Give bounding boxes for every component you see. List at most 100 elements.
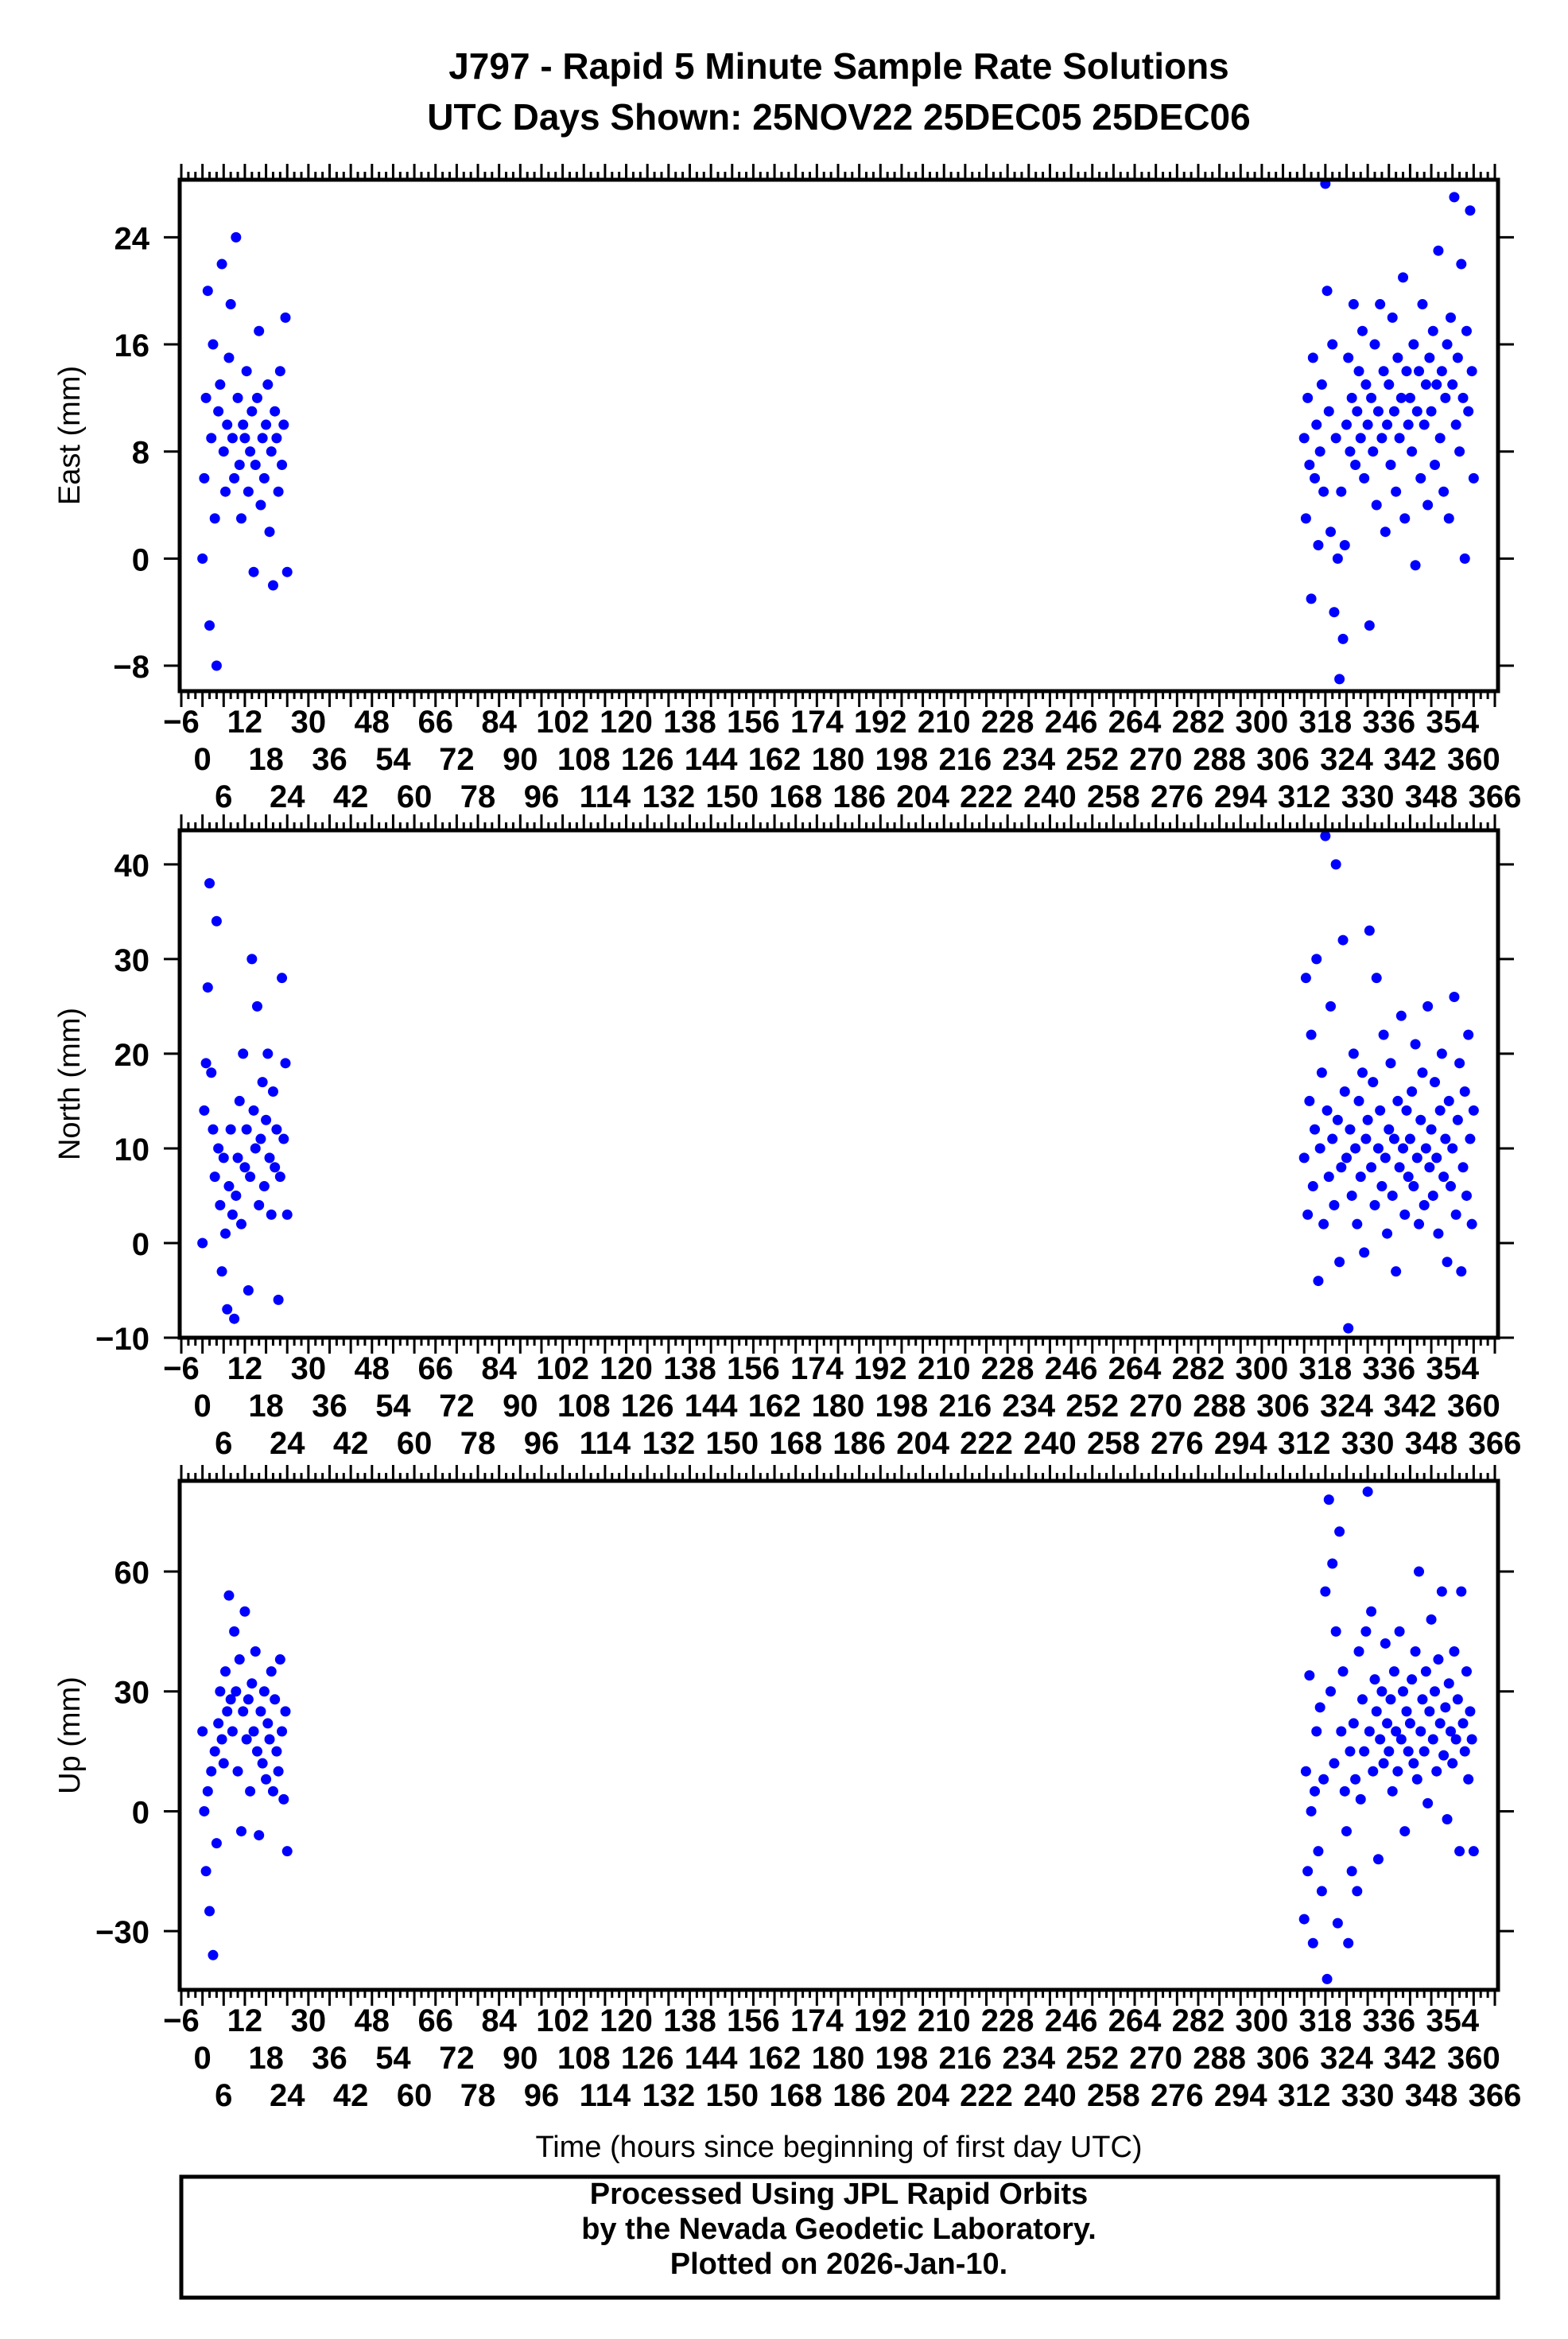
data-point [267, 580, 278, 591]
data-point [1434, 433, 1446, 444]
data-point [1403, 1746, 1414, 1757]
data-point [248, 566, 259, 577]
x-tick-label: 48 [355, 705, 390, 740]
data-point [1359, 1746, 1370, 1757]
data-point [1353, 1095, 1364, 1106]
data-point [1368, 1766, 1379, 1777]
x-tick-label: 264 [1108, 705, 1162, 740]
data-point [1320, 830, 1331, 841]
data-point [1339, 540, 1350, 551]
data-point [1414, 366, 1425, 377]
data-point [1368, 446, 1379, 457]
data-point [1364, 1726, 1375, 1737]
x-tick-label: 294 [1214, 779, 1267, 814]
data-point [1369, 339, 1380, 350]
data-point [1438, 1750, 1450, 1761]
x-tick-label: 144 [685, 1389, 738, 1424]
data-point [261, 1774, 272, 1785]
x-tick-label: 42 [333, 1426, 369, 1461]
x-tick-label: 174 [790, 705, 844, 740]
x-tick-label: 132 [642, 779, 695, 814]
data-point [1394, 1162, 1405, 1173]
data-point [241, 366, 252, 377]
data-point [1450, 419, 1461, 430]
data-point [1394, 1626, 1405, 1637]
y-tick-label: 16 [114, 328, 150, 363]
x-tick-label: 12 [227, 705, 263, 740]
data-point [1325, 526, 1336, 538]
x-tick-label: 114 [580, 2078, 631, 2113]
x-tick-label: 186 [833, 2078, 886, 2113]
x-tick-label: 210 [918, 2003, 971, 2038]
data-point [1415, 1114, 1426, 1125]
x-tick-label: 282 [1172, 2003, 1225, 2038]
data-point [241, 1734, 252, 1745]
data-point [280, 1706, 291, 1717]
data-point [1403, 419, 1414, 430]
data-point [1449, 192, 1460, 203]
data-point [1366, 1162, 1377, 1173]
data-point [1316, 379, 1327, 390]
data-point [1465, 1706, 1476, 1717]
data-point [1438, 486, 1450, 497]
x-tick-label: 204 [896, 779, 949, 814]
x-tick-label: 72 [439, 2041, 475, 2076]
data-point [1316, 1886, 1327, 1897]
x-tick-label: 318 [1298, 1351, 1352, 1386]
data-point [1463, 1774, 1474, 1785]
data-point [1353, 1646, 1364, 1657]
data-point [1325, 1686, 1336, 1697]
data-point [1408, 339, 1419, 350]
data-point [1438, 1171, 1450, 1183]
x-tick-label: 24 [270, 1426, 305, 1461]
data-point [1388, 1133, 1399, 1144]
data-point [1403, 1171, 1414, 1183]
y-tick-label: 0 [132, 1795, 149, 1830]
data-point [1384, 1746, 1395, 1757]
x-tick-label: 6 [215, 2078, 232, 2113]
data-point [235, 1826, 246, 1837]
x-tick-label: 348 [1405, 779, 1458, 814]
data-point [1461, 1190, 1472, 1201]
x-tick-label: 108 [557, 2041, 611, 2076]
data-point [223, 1181, 235, 1192]
data-point [1329, 1199, 1340, 1210]
data-point [1452, 1694, 1463, 1705]
data-point [1375, 1105, 1386, 1116]
data-point [1384, 1124, 1395, 1135]
x-tick-label: 84 [481, 2003, 517, 2038]
x-tick-label: 288 [1193, 1389, 1246, 1424]
data-point [1466, 366, 1477, 377]
x-tick-label: 72 [439, 742, 475, 777]
data-point [1447, 1143, 1458, 1154]
data-point [199, 1105, 210, 1116]
x-tick-label: 204 [896, 2078, 949, 2113]
data-point [1375, 1734, 1386, 1745]
data-point [264, 1152, 275, 1164]
data-point [1449, 991, 1460, 1002]
data-point [208, 339, 219, 350]
x-tick-label: 198 [875, 2041, 929, 2076]
data-point [1468, 1105, 1479, 1116]
x-tick-label: 222 [960, 1426, 1013, 1461]
x-tick-label: 156 [727, 705, 780, 740]
data-point [1427, 325, 1438, 336]
data-point [234, 1654, 245, 1665]
x-tick-label: 342 [1384, 1389, 1437, 1424]
x-tick-label: 312 [1278, 2078, 1331, 2113]
data-point [1411, 1774, 1422, 1785]
data-point [204, 878, 215, 889]
data-point [1300, 973, 1311, 984]
data-point [1399, 1209, 1411, 1220]
data-point [1348, 299, 1359, 310]
x-tick-label: 210 [918, 705, 971, 740]
x-tick-label: 102 [536, 2003, 589, 2038]
data-point [277, 1726, 288, 1737]
data-point [1364, 620, 1375, 631]
footer-line-3: Plotted on 2026-Jan-10. [670, 2248, 1007, 2281]
x-tick-label: 36 [312, 2041, 347, 2076]
data-point [1350, 460, 1361, 471]
data-point [1463, 1029, 1474, 1040]
data-point [266, 1666, 277, 1677]
data-point [1420, 1143, 1431, 1154]
